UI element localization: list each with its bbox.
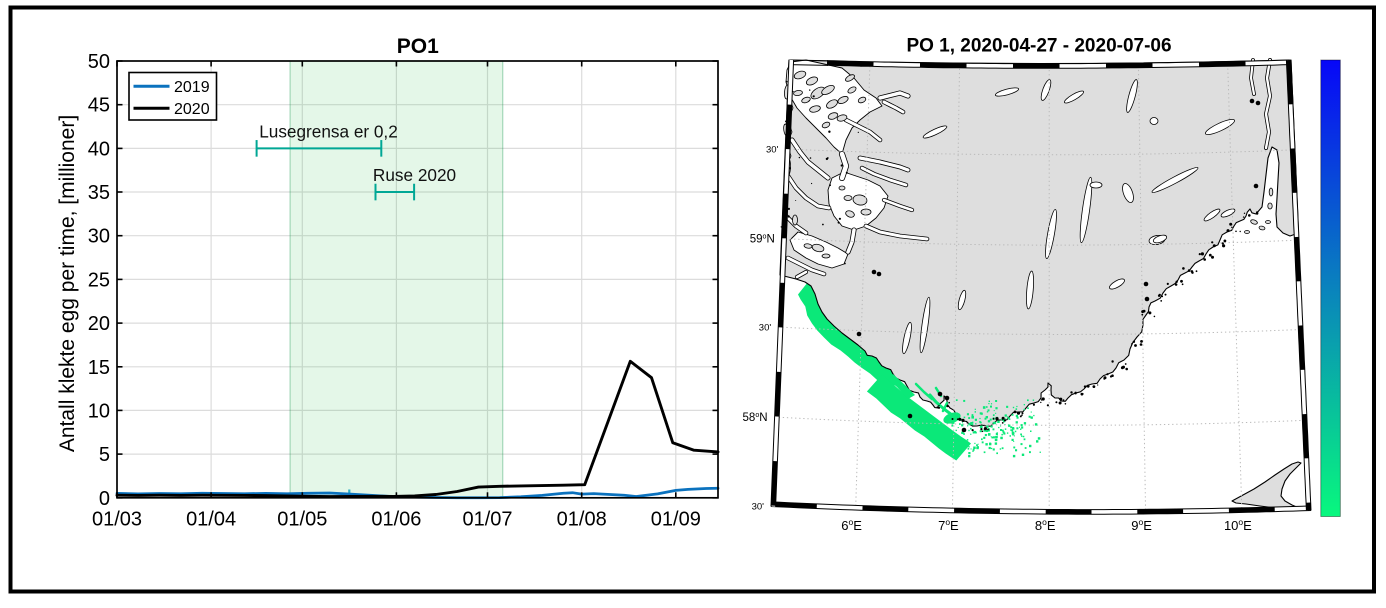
svg-text:PO1: PO1 — [397, 35, 439, 58]
svg-text:01/09: 01/09 — [651, 509, 701, 531]
svg-text:01/05: 01/05 — [277, 509, 327, 531]
svg-text:01/07: 01/07 — [462, 509, 512, 531]
svg-text:5: 5 — [99, 444, 110, 466]
svg-text:10: 10 — [88, 400, 110, 422]
svg-text:10oE: 10oE — [1224, 517, 1252, 533]
svg-text:30: 30 — [88, 226, 110, 248]
svg-text:Ruse 2020: Ruse 2020 — [373, 165, 456, 185]
svg-text:30': 30' — [766, 145, 779, 156]
svg-text:45: 45 — [88, 95, 110, 117]
svg-text:40: 40 — [88, 138, 110, 160]
svg-text:58oN: 58oN — [743, 411, 768, 424]
svg-text:35: 35 — [88, 182, 110, 204]
svg-text:30': 30' — [759, 323, 772, 334]
svg-text:50: 50 — [88, 51, 110, 73]
svg-text:Lusegrensa er 0,2: Lusegrensa er 0,2 — [259, 122, 398, 142]
svg-text:PO 1, 2020-04-27 - 2020-07-06: PO 1, 2020-04-27 - 2020-07-06 — [906, 36, 1171, 57]
svg-text:01/03: 01/03 — [92, 509, 142, 531]
svg-text:20: 20 — [88, 313, 110, 335]
svg-text:15: 15 — [88, 357, 110, 379]
svg-text:2020: 2020 — [174, 101, 210, 118]
svg-text:01/06: 01/06 — [371, 509, 421, 531]
svg-text:01/04: 01/04 — [186, 509, 236, 531]
svg-text:25: 25 — [88, 269, 110, 291]
svg-text:01/08: 01/08 — [557, 509, 607, 531]
svg-text:0: 0 — [99, 488, 110, 510]
svg-text:30': 30' — [752, 502, 765, 513]
svg-text:2019: 2019 — [174, 79, 210, 96]
svg-text:Antall klekte egg per time, [m: Antall klekte egg per time, [millioner] — [56, 115, 79, 452]
svg-text:59oN: 59oN — [750, 233, 775, 246]
